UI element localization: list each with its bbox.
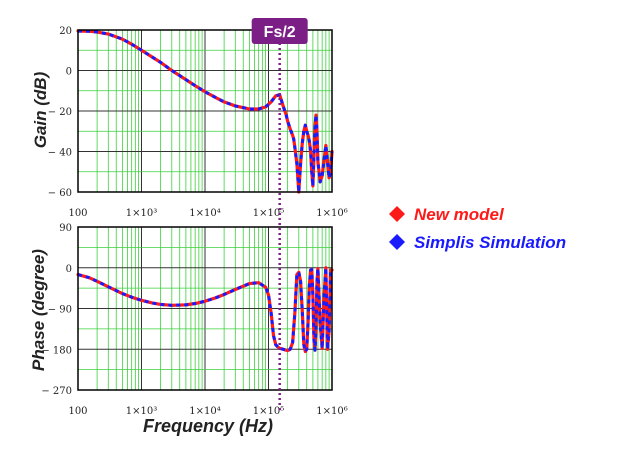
phase-chart: 90 0 − 90 − 180 − 270 100 1×10³ 1×10⁴ 1×10⁵ 1×10⁶ xyxy=(41,223,347,417)
legend-item-new-model: New model xyxy=(389,205,505,224)
phase-ytick-label: 0 xyxy=(66,264,72,275)
gain-chart: 20 0 − 20 − 40 − 60 100 1×10³ 1×10⁴ 1×10⁵ 1×10⁶ xyxy=(48,26,348,219)
phase-xtick-label: 1×10⁴ xyxy=(189,406,220,417)
gain-ytick-label: − 40 xyxy=(48,148,72,159)
legend-marker-simplis-simulation xyxy=(389,234,405,250)
gain-xtick-label: 1×10⁴ xyxy=(189,208,220,219)
phase-xtick-label: 1×10³ xyxy=(126,406,157,417)
fs2-label: Fs/2 xyxy=(264,24,296,41)
gain-xtick-label: 1×10³ xyxy=(126,208,157,219)
legend-item-simplis-simulation: Simplis Simulation xyxy=(389,233,566,252)
legend-marker-new-model xyxy=(389,206,405,222)
fs2-annotation-badge: Fs/2 xyxy=(251,18,308,44)
frequency-axis-label: Frequency (Hz) xyxy=(143,416,273,436)
phase-ytick-label: − 180 xyxy=(41,345,72,356)
legend-label-new-model: New model xyxy=(414,205,505,224)
gain-xtick-label: 1×10⁶ xyxy=(316,208,347,219)
phase-series-simplis-simulation xyxy=(77,266,333,354)
phase-axis-label: Phase (degree) xyxy=(29,249,48,371)
phase-xtick-label: 1×10⁶ xyxy=(316,406,347,417)
gain-xtick-label: 100 xyxy=(68,208,87,219)
gain-frame xyxy=(77,29,333,193)
phase-xtick-label: 100 xyxy=(68,406,87,417)
gain-ytick-label: 0 xyxy=(66,67,72,78)
phase-ytick-label: − 90 xyxy=(48,305,72,316)
phase-xtick-label: 1×10⁵ xyxy=(253,406,284,417)
gain-ytick-label: 20 xyxy=(59,26,72,37)
gain-ytick-label: − 20 xyxy=(48,107,72,118)
phase-ytick-label: 90 xyxy=(59,223,72,234)
gain-ytick-label: − 60 xyxy=(48,188,72,199)
gain-series-simplis-simulation xyxy=(77,29,334,194)
phase-frame xyxy=(77,226,333,391)
gain-xtick-label: 1×10⁵ xyxy=(253,208,284,219)
gain-axis-label: Gain (dB) xyxy=(31,71,50,148)
phase-ytick-label: − 270 xyxy=(41,386,72,397)
legend: New model Simplis Simulation xyxy=(389,205,566,252)
legend-label-simplis-simulation: Simplis Simulation xyxy=(414,233,566,252)
